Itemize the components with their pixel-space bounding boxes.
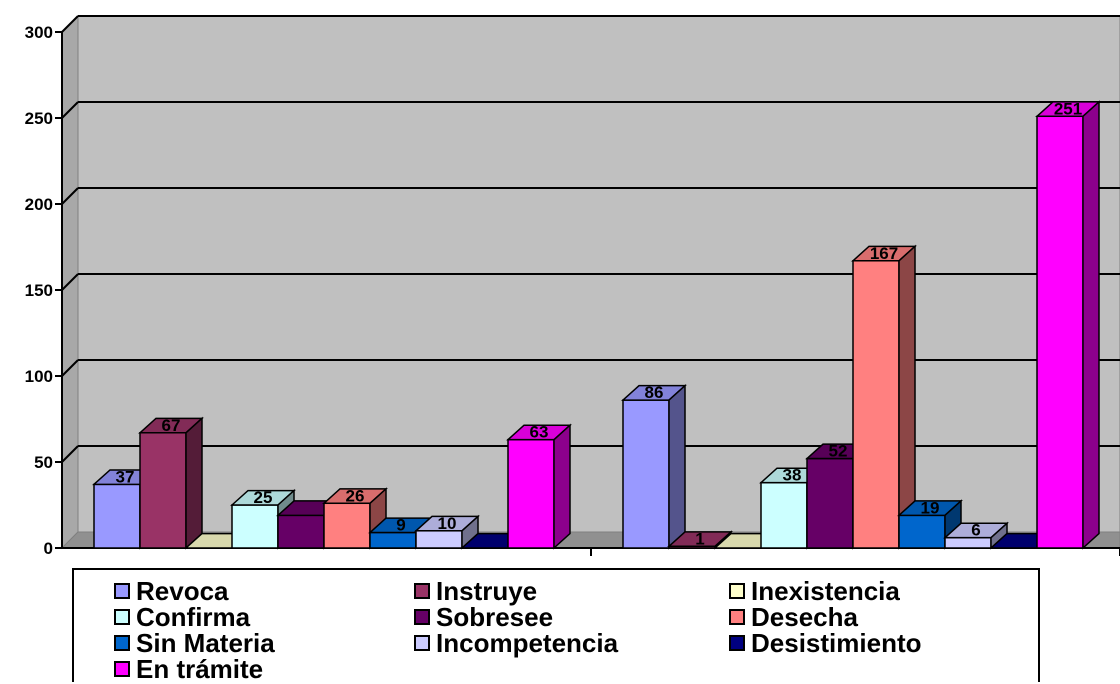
legend-label: Sobresee: [436, 602, 554, 632]
y-tick-label: 200: [25, 195, 53, 214]
y-tick-label: 100: [25, 367, 53, 386]
bar-front: [415, 530, 463, 549]
data-label: 251: [1054, 99, 1082, 118]
legend-label: Revoca: [136, 576, 229, 606]
bar-front: [944, 536, 992, 549]
y-tick-label: 50: [34, 453, 53, 472]
legend-label: Instruye: [436, 576, 538, 606]
legend-item: Inexistencia: [729, 578, 900, 604]
bar: [943, 521, 1009, 550]
data-label: 26: [346, 486, 365, 505]
legend-swatch: [414, 583, 430, 599]
legend-item: Desecha: [729, 604, 858, 630]
bar: [1035, 100, 1101, 550]
bars: [92, 100, 1101, 550]
legend-label: Incompetencia: [436, 628, 619, 658]
y-tick-label: 150: [25, 281, 53, 300]
data-label: 25: [254, 488, 273, 507]
legend-swatch: [414, 635, 430, 651]
legend-swatch: [114, 635, 130, 651]
bar-front: [622, 399, 670, 549]
bar-front: [139, 432, 187, 549]
data-label: 6: [971, 521, 980, 540]
legend-label: En trámite: [136, 654, 264, 684]
bar: [138, 416, 204, 550]
bar: [851, 244, 917, 550]
data-label: 9: [396, 516, 405, 535]
legend-item: Revoca: [114, 578, 229, 604]
gridlines: [61, 15, 1120, 463]
data-label: 19: [921, 498, 940, 517]
y-tick-label: 250: [25, 109, 53, 128]
bar: [506, 423, 572, 550]
legend-item: Confirma: [114, 604, 250, 630]
legend-item: Instruye: [414, 578, 537, 604]
data-label: 63: [530, 423, 549, 442]
legend-label: Desistimiento: [751, 628, 922, 658]
legend-swatch: [729, 609, 745, 625]
legend-swatch: [729, 635, 745, 651]
gridline-side: [61, 187, 79, 205]
bar-side: [668, 383, 686, 550]
y-tick-label: 0: [44, 539, 53, 558]
gridline-side: [61, 273, 79, 291]
bar-front: [1036, 115, 1084, 549]
gridline-side: [61, 101, 79, 119]
data-labels: 37 67 25 26 9 10 63 86 1 38 52 167 19 6 251: [116, 99, 1083, 548]
plot-area: [60, 14, 1120, 550]
legend-item: Sobresee: [414, 604, 553, 630]
bar-front: [898, 514, 946, 549]
legend-item: En trámite: [114, 656, 263, 682]
legend-item: Incompetencia: [414, 630, 618, 656]
data-label: 38: [783, 466, 802, 485]
bar-front: [507, 438, 555, 549]
legend-swatch: [114, 583, 130, 599]
legend-item: Desistimiento: [729, 630, 922, 656]
data-label: 10: [438, 514, 457, 533]
legend-swatch: [114, 661, 130, 677]
legend-swatch: [729, 583, 745, 599]
bar-front: [852, 260, 900, 549]
legend-swatch: [414, 609, 430, 625]
legend-swatch: [114, 609, 130, 625]
gridline-side: [61, 15, 79, 33]
bar-side: [553, 423, 571, 550]
bar-front: [277, 514, 325, 549]
bar-side: [185, 416, 203, 550]
legend-label: Confirma: [136, 602, 251, 632]
bar-front: [93, 483, 141, 549]
y-tick-label: 300: [25, 23, 53, 42]
gridline-side: [61, 445, 79, 463]
data-label: 167: [870, 244, 898, 263]
bar-front: [369, 531, 417, 549]
legend-label: Sin Materia: [136, 628, 275, 658]
data-label: 1: [695, 529, 704, 548]
data-label: 52: [829, 442, 848, 461]
data-label: 86: [645, 383, 664, 402]
bar-front: [806, 457, 854, 549]
legend-label: Desecha: [751, 602, 858, 632]
data-label: 67: [162, 416, 181, 435]
bar-front: [231, 504, 279, 549]
bar-side: [1082, 100, 1100, 550]
legend: Revoca Instruye Inexistencia Confirma Sobres…: [72, 568, 1040, 682]
legend-item: Sin Materia: [114, 630, 275, 656]
gridline-side: [61, 359, 79, 377]
data-label: 37: [116, 467, 135, 486]
bar-front: [760, 481, 808, 549]
bar: [621, 383, 687, 550]
legend-label: Inexistencia: [751, 576, 900, 606]
bar: [414, 514, 480, 550]
bar-front: [323, 502, 371, 549]
